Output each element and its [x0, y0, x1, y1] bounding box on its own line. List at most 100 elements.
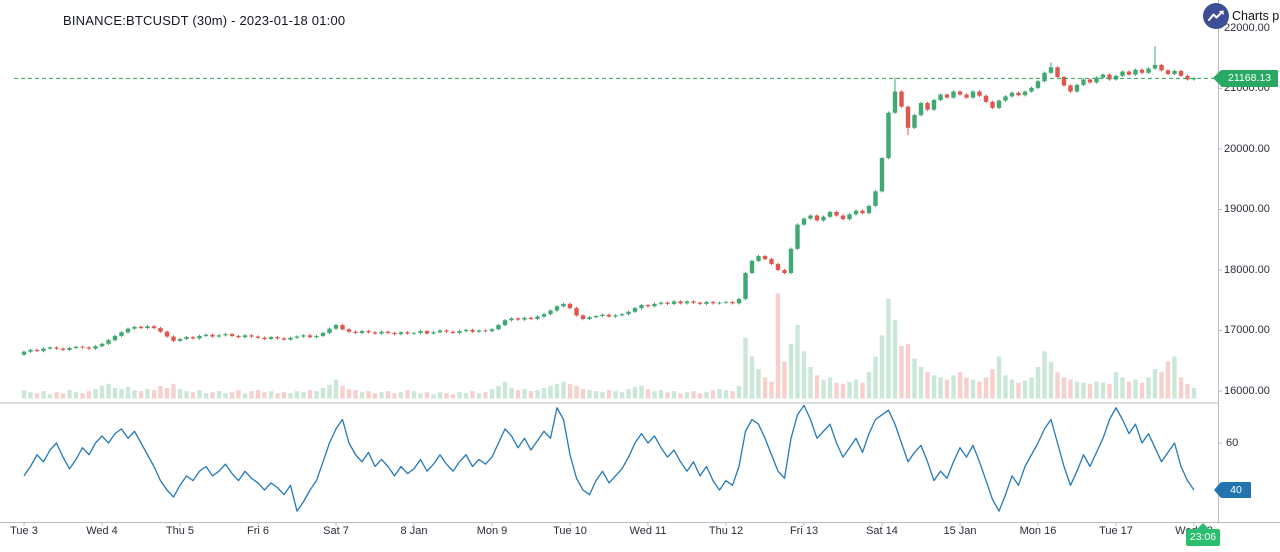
volume-bar [294, 391, 300, 399]
volume-bar [619, 392, 625, 399]
volume-bar [639, 385, 644, 399]
volume-bar [99, 385, 105, 399]
volume-bar [613, 391, 618, 399]
candle-body [392, 332, 397, 335]
volume-bar [184, 391, 189, 399]
candle-body [1055, 67, 1060, 78]
volume-bar [652, 391, 657, 399]
candle-body [242, 335, 248, 338]
candle-body [444, 330, 449, 332]
volume-bar [1152, 369, 1158, 399]
volume-bar [561, 381, 566, 399]
volume-bar [1081, 382, 1086, 399]
volume-bar [1172, 356, 1177, 399]
volume-bar [502, 381, 508, 399]
candle-body [1146, 68, 1151, 73]
time-axis-label: Thu 5 [165, 525, 195, 537]
volume-bar [853, 379, 859, 399]
candle-body [314, 335, 319, 338]
price-axis-label: 19000.00 [1224, 203, 1270, 215]
volume-bar [977, 381, 982, 399]
volume-bar [606, 390, 612, 399]
price-axis-label: 16000.00 [1224, 384, 1270, 397]
volume-bar [944, 379, 950, 399]
volume-bar [983, 377, 989, 399]
volume-bar [476, 393, 482, 399]
candle-body [970, 91, 976, 98]
volume-bar [522, 389, 527, 399]
volume-bar [593, 391, 599, 399]
volume-bar [255, 390, 261, 399]
volume-bar [1133, 379, 1138, 399]
candle-body [1120, 71, 1125, 76]
volume-bar [372, 393, 378, 399]
volume-bar [125, 386, 131, 399]
candle-body [931, 99, 937, 110]
volume-bar [710, 390, 716, 399]
candle-body [684, 301, 690, 304]
volume-bar [821, 379, 826, 399]
candle-body [502, 320, 508, 326]
volume-bar [691, 391, 696, 399]
candle-body [665, 302, 670, 304]
candle-body [671, 301, 677, 304]
candle-body [639, 305, 644, 309]
candle-body [47, 347, 53, 349]
volume-bar [28, 392, 33, 399]
volume-bar [236, 390, 241, 399]
volume-bar [392, 393, 397, 399]
volume-bar [866, 372, 872, 399]
price-axis-label: 18000.00 [1224, 263, 1270, 276]
candle-body [892, 91, 898, 113]
volume-bar [366, 391, 371, 399]
candle-body [164, 331, 170, 337]
volume-bar [1048, 361, 1054, 399]
candle-body [145, 326, 150, 329]
candle-body [1139, 69, 1145, 73]
volume-bar [827, 377, 833, 399]
volume-bar [528, 391, 534, 399]
candle-body [301, 335, 306, 337]
candle-body [385, 331, 391, 333]
charts-attribution-link[interactable]: Charts p [1232, 9, 1280, 23]
candle-body [652, 303, 657, 307]
candle-body [613, 315, 618, 317]
charts-logo-icon[interactable] [1203, 3, 1229, 29]
candle-body [106, 340, 111, 344]
volume-bar [749, 356, 755, 399]
candle-body [710, 302, 716, 304]
candle-body [1029, 87, 1034, 92]
volume-bar [795, 325, 800, 399]
volume-bar [1068, 379, 1073, 399]
candle-body [717, 302, 722, 304]
volume-bar [327, 384, 332, 399]
candle-body [1113, 75, 1119, 80]
volume-bar [873, 356, 878, 399]
candle-body [606, 314, 612, 317]
candle-body [216, 335, 222, 337]
volume-bar [1022, 380, 1028, 399]
volume-bar [678, 393, 683, 399]
candle-body [268, 337, 274, 339]
candle-body [951, 91, 956, 98]
volume-bar [418, 393, 423, 399]
candle-body [697, 302, 703, 304]
volume-bar [171, 383, 176, 399]
candle-body [1133, 69, 1138, 75]
candle-body [983, 95, 989, 102]
volume-bar [346, 389, 352, 399]
volume-bar [996, 356, 1002, 399]
volume-bar [424, 392, 430, 399]
volume-bar [353, 390, 358, 399]
volume-bar [496, 385, 501, 399]
volume-bar [1159, 372, 1164, 399]
candle-body [600, 314, 605, 316]
candle-body [41, 348, 46, 352]
volume-bar [567, 383, 573, 399]
volume-bar [548, 385, 553, 399]
candle-body [847, 214, 852, 220]
candle-body [925, 103, 930, 110]
candle-body [515, 318, 521, 320]
candle-body [593, 315, 599, 318]
